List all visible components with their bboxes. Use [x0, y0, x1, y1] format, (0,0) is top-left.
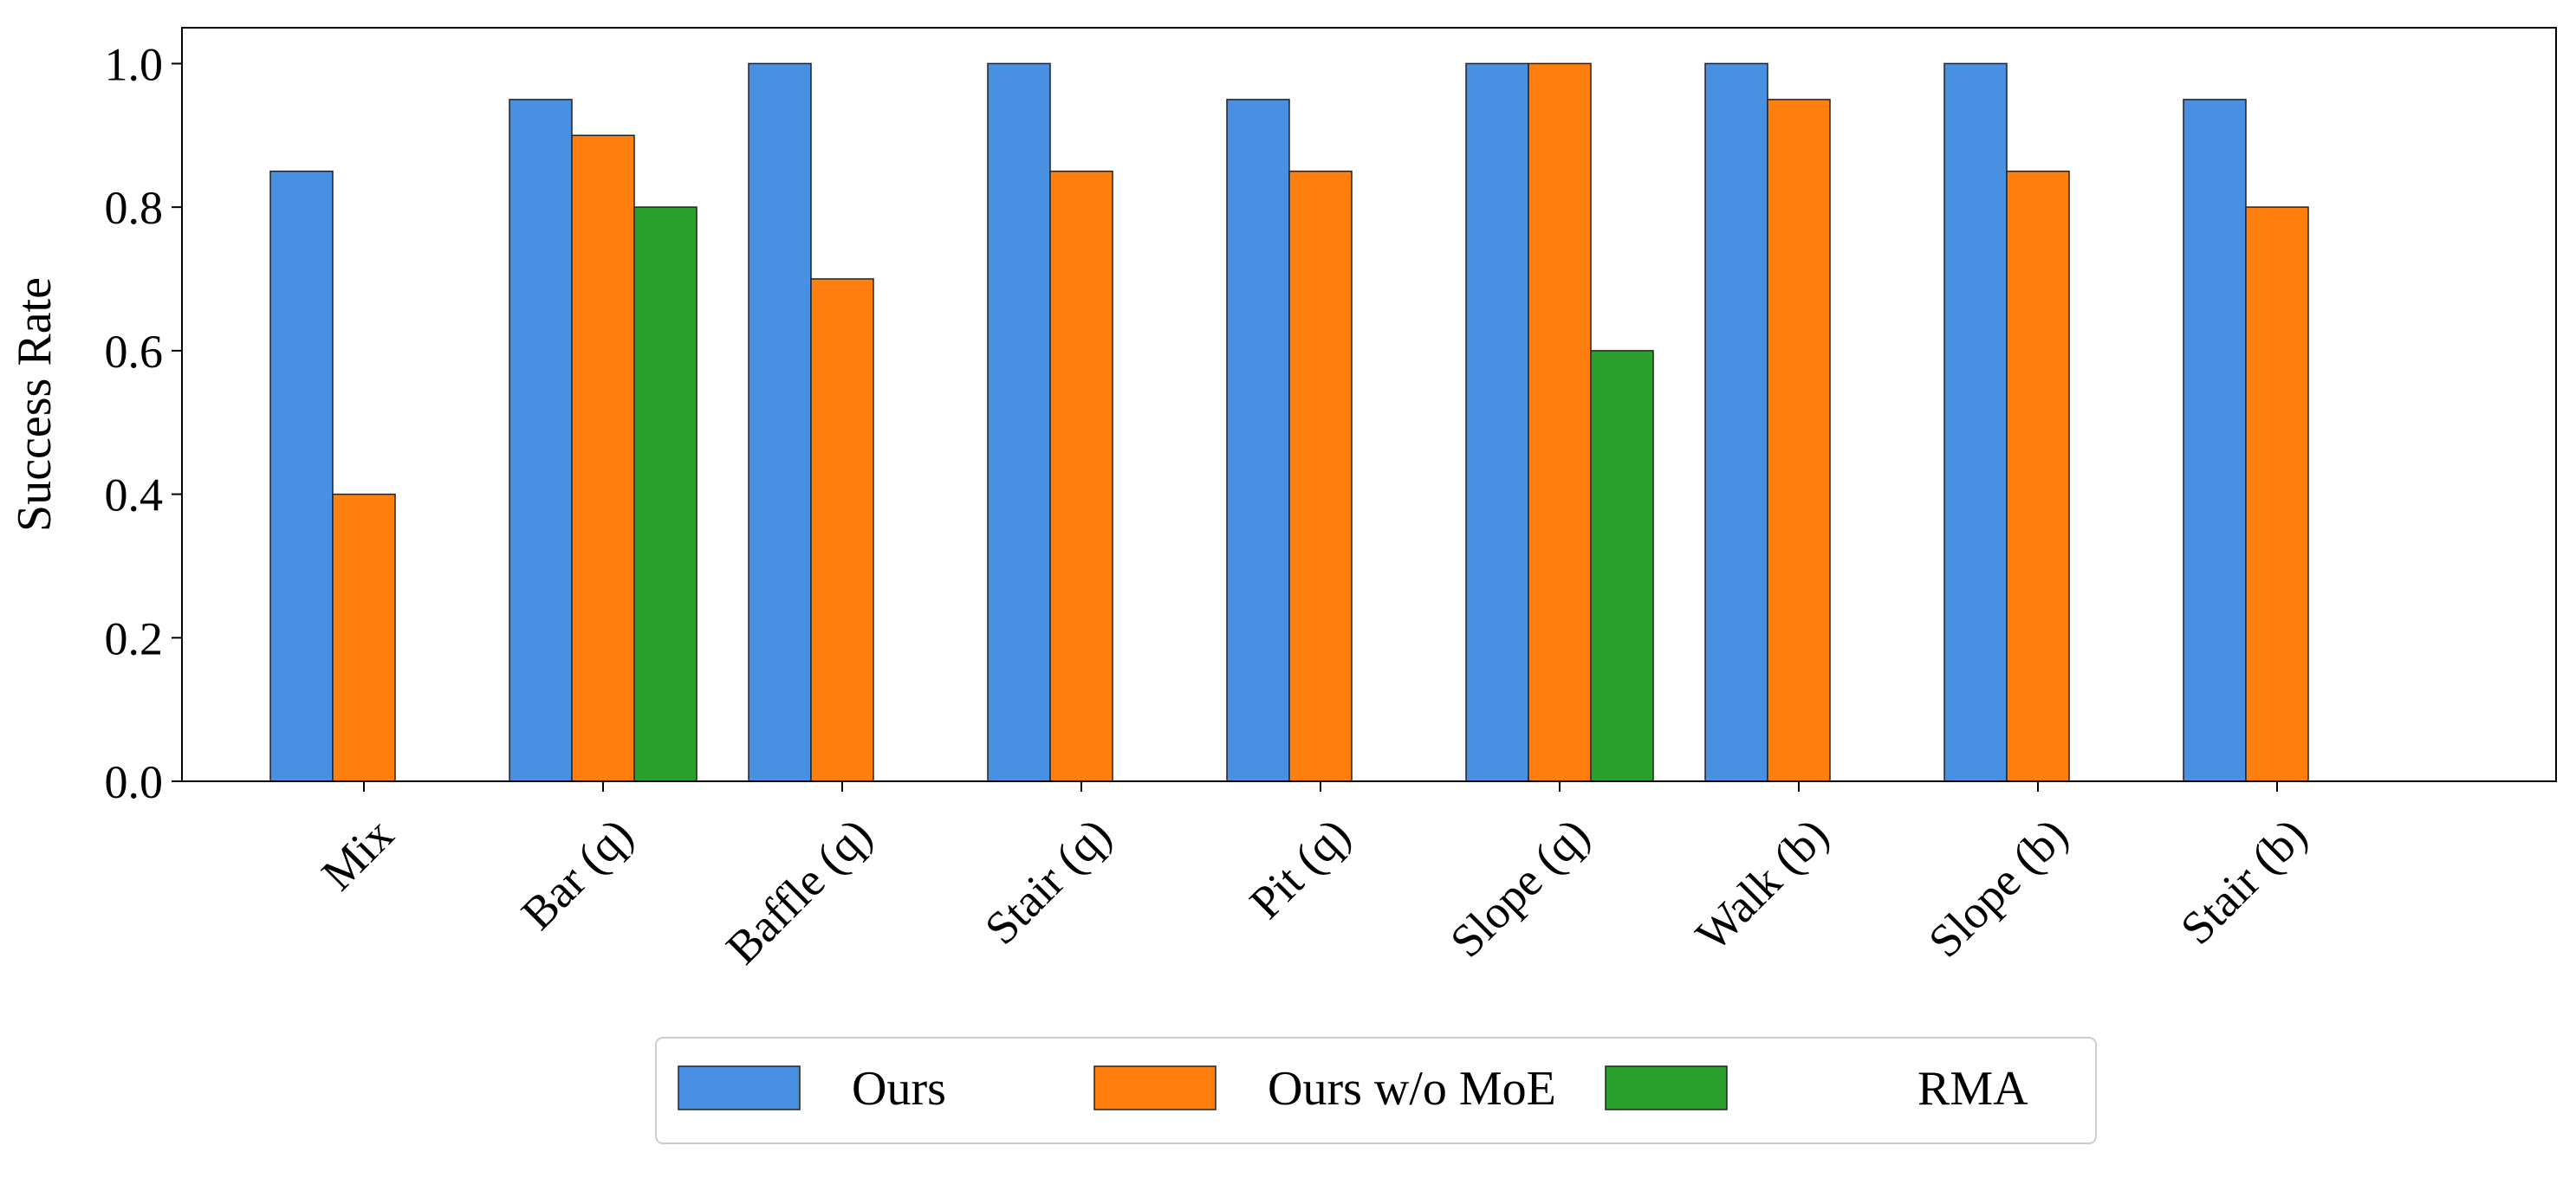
bar-rma-bar-q: [633, 206, 698, 782]
y-axis-label: Success Rate: [8, 277, 62, 532]
bar-ours-pit-q: [1226, 99, 1290, 782]
x-axis: Mix Bar (q) Baffle (q) Stair (q) Pit (q) Slop…: [312, 781, 2317, 974]
bar-ours-w-o-moe-pit-q: [1288, 170, 1353, 782]
y-tick-label: 1.0: [105, 38, 164, 90]
bar-rma-slope-q: [1590, 350, 1654, 782]
bar-ours-w-o-moe-baffle-q: [810, 278, 874, 782]
y-tick-label: 0.0: [105, 756, 164, 808]
bar-ours-stair-b: [2183, 99, 2247, 782]
legend-swatch-ours: [678, 1065, 801, 1110]
bar-ours-w-o-moe-mix: [332, 493, 396, 782]
legend: Ours Ours w/o MoE RMA: [655, 1037, 2097, 1144]
bar-ours-walk-b: [1704, 62, 1768, 782]
bar-ours-w-o-moe-slope-b: [2006, 170, 2070, 782]
bar-ours-w-o-moe-slope-q: [1528, 62, 1592, 782]
bar-ours-w-o-moe-stair-b: [2245, 206, 2309, 782]
y-tick-label: 0.2: [105, 612, 164, 664]
x-tick-label-stair-b: Stair (b): [2170, 808, 2317, 955]
y-axis: 0.0 0.2 0.4 0.6 0.8 1.0: [105, 38, 182, 808]
legend-label-ours: Ours: [852, 1062, 946, 1116]
legend-swatch-rma: [1605, 1065, 1728, 1110]
x-tick-label-slope-q: Slope (q): [1440, 808, 1599, 967]
x-tick-label-baffle-q: Baffle (q): [716, 808, 881, 974]
y-tick-label: 0.8: [105, 182, 164, 234]
legend-frame: [655, 1037, 2097, 1144]
x-tick-label-bar-q: Bar (q): [511, 808, 643, 940]
x-tick-label-pit-q: Pit (q): [1240, 808, 1360, 929]
bar-ours-bar-q: [509, 99, 573, 782]
bar-ours-stair-q: [987, 62, 1051, 782]
legend-label-rma: RMA: [1917, 1062, 2028, 1116]
y-tick-label: 0.4: [105, 469, 164, 521]
bar-ours-w-o-moe-walk-b: [1767, 99, 1831, 782]
bar-ours-baffle-q: [748, 62, 812, 782]
bar-ours-w-o-moe-stair-q: [1049, 170, 1113, 782]
bar-ours-w-o-moe-bar-q: [571, 134, 635, 782]
x-tick-label-stair-q: Stair (q): [975, 808, 1121, 955]
x-tick-label-walk-b: Walk (b): [1686, 808, 1839, 961]
bar-ours-slope-b: [1943, 62, 2008, 782]
legend-label-ours-w-o-moe: Ours w/o MoE: [1268, 1062, 1556, 1116]
bars-layer: [269, 62, 2309, 782]
x-tick-label-mix: Mix: [312, 808, 404, 900]
plot-frame: [181, 27, 2557, 782]
legend-swatch-ours-w-o-moe: [1093, 1065, 1217, 1110]
x-tick-label-slope-b: Slope (b): [1918, 808, 2077, 967]
y-tick-label: 0.6: [105, 326, 164, 378]
bar-ours-slope-q: [1465, 62, 1529, 782]
bar-ours-mix: [269, 170, 334, 782]
